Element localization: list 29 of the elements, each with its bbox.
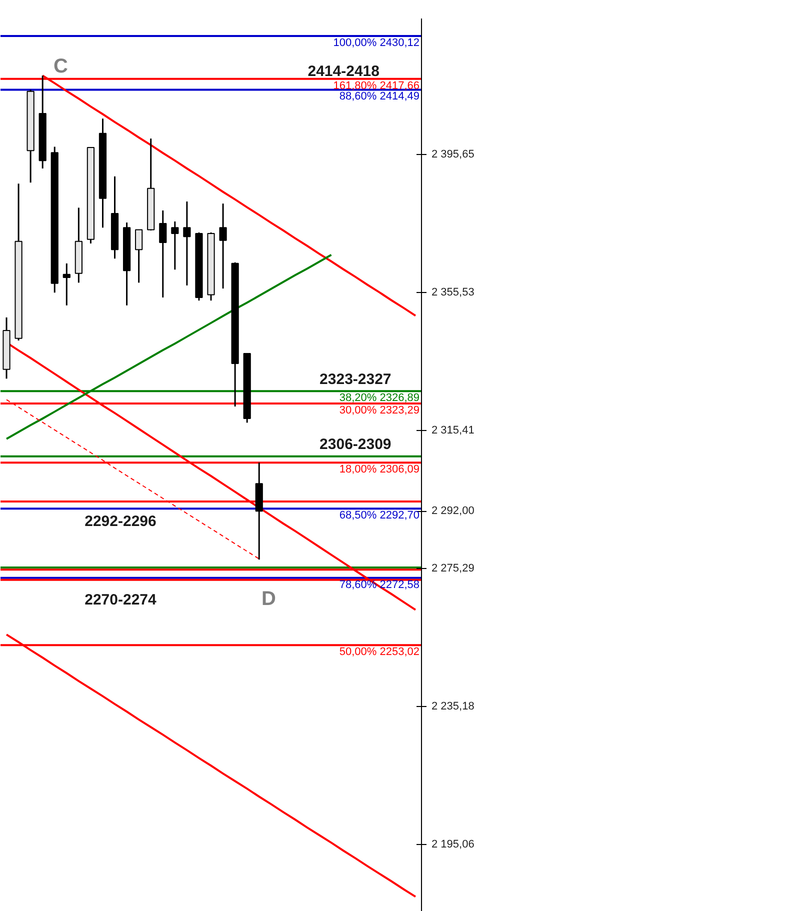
annotation: 2270-2274 [84,591,158,608]
annotation: 2323-2327 [320,370,392,388]
y-tick-label: 2 195,06 [432,838,474,851]
candlestick [159,210,167,298]
annotation: 2306-2309 [320,436,392,454]
ref-line-label: 38,20% 2326,89 [339,392,420,404]
annotation: D [261,588,276,610]
ref-line-label: 68,50% 2292,70 [339,510,420,522]
ref-line-label: 30,00% 2323,29 [339,404,420,416]
ref-line-label: 50,00% 2253,02 [339,646,420,658]
candlestick [183,200,191,286]
y-tick-label: 2 235,18 [432,700,474,713]
annotation: 2292-2296 [84,512,156,530]
ref-line-label: 100,00% 2430,12 [333,36,420,49]
y-tick-label: 2 315,41 [432,424,474,437]
ref-line-label: 78,60% 2272,58 [339,578,420,591]
y-tick-label: 2 292,00 [432,505,474,518]
candlestick [62,262,70,306]
ref-line-label: 18,00% 2306,09 [339,464,420,476]
candlestick [135,228,143,284]
y-tick-label: 2 275,29 [432,562,474,575]
ref-line-label: 88,60% 2414,49 [339,90,420,103]
candlestick [171,220,179,270]
annotation: C [53,56,68,78]
annotation: 2414-2418 [308,62,380,80]
y-tick-label: 2 355,53 [432,286,474,299]
ref-line-label: 161,80% 2417,66 [333,80,420,92]
y-tick-label: 2 395,65 [432,148,474,161]
candlestick [219,202,227,290]
